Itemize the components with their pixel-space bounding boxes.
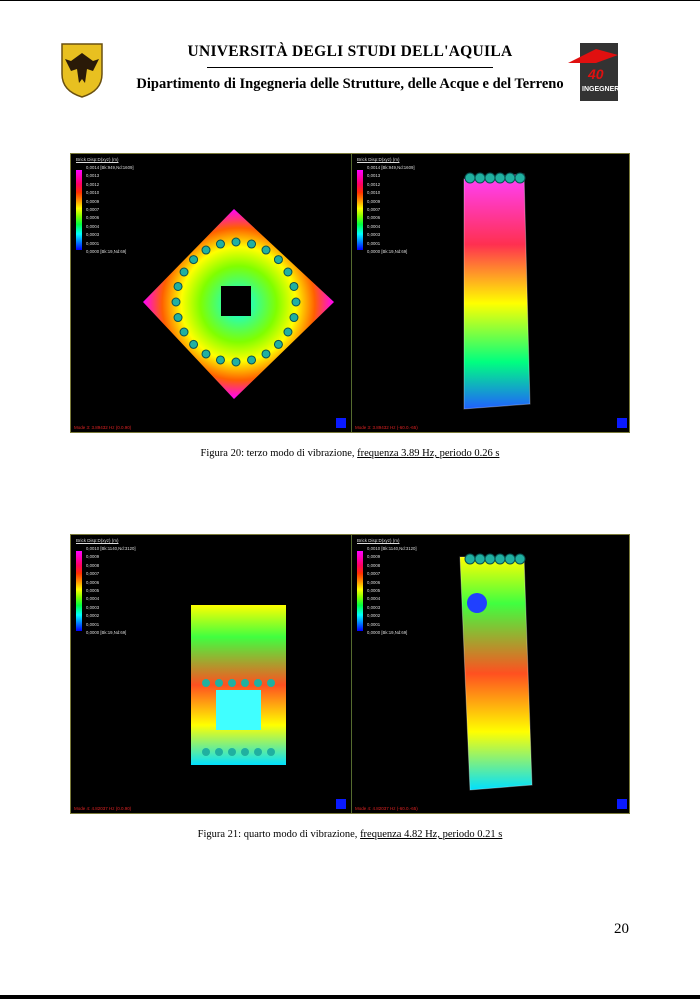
3d-view-model: [463, 172, 531, 410]
legend-value: 0,0003: [86, 604, 100, 610]
svg-text:INGEGNERIA: INGEGNERIA: [582, 86, 626, 93]
legend-value: 0,0014 [Bk:949,Nd:1609]: [86, 165, 134, 170]
legend-value: 0,0009: [86, 198, 100, 204]
legend-value: 0,0003: [367, 232, 381, 238]
legend-value: 0,0002: [86, 613, 100, 619]
page-bottom-border: [0, 995, 700, 999]
color-scale-bar: [357, 551, 363, 631]
caption-text: Figura 20: terzo modo di vibrazione,: [200, 448, 358, 459]
legend-value: 0,0006: [86, 579, 100, 585]
legend-value: 0,0006: [367, 579, 381, 585]
plan-view-model: [191, 605, 286, 765]
plan-view-panel: Brick Disp:D(xyz) (m) 0,0010 [Bk:1140,Nd:…: [71, 535, 350, 813]
color-scale-bar: [76, 170, 82, 250]
legend-value: 0,0013: [86, 173, 100, 179]
legend-value: 0,0003: [367, 604, 381, 610]
legend-title: Brick Disp:D(xyz) (m): [76, 157, 119, 162]
university-name: UNIVERSITÀ DEGLI STUDI DELL'AQUILA: [187, 43, 513, 60]
legend-value: 0,0009: [86, 554, 100, 560]
legend-value: 0,0008: [86, 562, 100, 568]
axis-triad-icon: [336, 799, 346, 809]
3d-view-panel: Brick Disp:D(xyz) (m) 0,0014 [Bk:949,Nd:1…: [351, 154, 631, 432]
mode-label: Mode 4: 4.82037 Hz (-60.0.-65): [355, 806, 418, 811]
legend-value: 0,0001: [86, 240, 100, 246]
legend-value: 0,0009: [367, 554, 381, 560]
legend-value: 0,0002: [367, 613, 381, 619]
legend-value: 0,0000 [Bk:19,Nd:69]: [86, 249, 127, 254]
plan-view-model: [143, 209, 334, 399]
legend-value: 0,0007: [367, 207, 381, 212]
color-scale-bar: [357, 170, 363, 250]
header-rule: [207, 67, 493, 68]
legend-value: 0,0006: [367, 215, 381, 221]
legend-value: 0,0013: [367, 173, 381, 179]
legend-title: Brick Disp:D(xyz) (m): [357, 538, 400, 543]
figure-caption: Figura 20: terzo modo di vibrazione, fre…: [0, 448, 700, 459]
legend-value: 0,0008: [367, 562, 381, 568]
legend-value: 0,0005: [367, 588, 381, 593]
legend-value: 0,0010 [Bk:1140,Nd:3120]: [86, 546, 136, 551]
legend-value: 0,0004: [86, 223, 100, 229]
3d-view-model: [459, 553, 533, 791]
legend-value: 0,0004: [367, 596, 381, 602]
legend-value: 0,0001: [367, 240, 381, 246]
legend-value: 0,0000 [Bk:19,Nd:69]: [86, 630, 127, 635]
svg-text:40: 40: [587, 66, 604, 82]
legend-value: 0,0014 [Bk:949,Nd:1609]: [367, 165, 415, 170]
color-scale-bar: [76, 551, 82, 631]
department-name: Dipartimento di Ingegneria delle Struttu…: [136, 76, 564, 92]
legend-value: 0,0001: [367, 621, 381, 627]
figure-21: Brick Disp:D(xyz) (m) 0,0010 [Bk:1140,Nd:…: [70, 534, 630, 814]
legend-value: 0,0012: [367, 181, 381, 187]
caption-frequency-period: frequenza 3.89 Hz, periodo 0.26 s: [357, 448, 500, 459]
3d-view-panel: Brick Disp:D(xyz) (m) 0,0010 [Bk:1140,Nd:…: [351, 535, 631, 813]
legend-value: 0,0009: [367, 198, 381, 204]
legend-title: Brick Disp:D(xyz) (m): [357, 157, 400, 162]
axis-triad-icon: [617, 418, 627, 428]
figure-caption: Figura 21: quarto modo di vibrazione, fr…: [0, 829, 700, 840]
legend-value: 0,0010: [367, 190, 381, 196]
legend-value: 0,0004: [367, 223, 381, 229]
legend-value: 0,0012: [86, 181, 100, 187]
legend-value: 0,0000 [Bk:19,Nd:69]: [367, 249, 408, 254]
figure-20: Brick Disp:D(xyz) (m) 0,0014 [Bk:949,Nd:1…: [70, 153, 630, 433]
legend-value: 0,0010: [86, 190, 100, 196]
axis-triad-icon: [617, 799, 627, 809]
legend-value: 0,0005: [86, 588, 100, 593]
axis-triad-icon: [336, 418, 346, 428]
legend-value: 0,0003: [86, 232, 100, 238]
legend-value: 0,0007: [86, 207, 100, 212]
faculty-40-years-logo: 40 INGEGNERIA: [568, 43, 626, 101]
mode-label: Mode 4: 4.82037 Hz (0.0.90): [74, 806, 132, 811]
mode-label: Mode 3: 3.89432 Hz (-60.0.-65): [355, 425, 418, 430]
legend-title: Brick Disp:D(xyz) (m): [76, 538, 119, 543]
caption-text: Figura 21: quarto modo di vibrazione,: [197, 829, 361, 840]
legend-value: 0,0006: [86, 215, 100, 221]
legend-value: 0,0007: [86, 571, 100, 577]
legend-value: 0,0007: [367, 571, 381, 577]
caption-frequency-period: frequenza 4.82 Hz, periodo 0.21 s: [360, 829, 503, 840]
legend-value: 0,0000 [Bk:19,Nd:69]: [367, 630, 408, 635]
page-number: 20: [614, 921, 629, 937]
legend-value: 0,0010 [Bk:1140,Nd:3120]: [367, 546, 417, 551]
legend-value: 0,0001: [86, 621, 100, 627]
plan-view-panel: Brick Disp:D(xyz) (m) 0,0014 [Bk:949,Nd:1…: [71, 154, 350, 432]
university-eagle-logo: [61, 43, 103, 98]
legend-value: 0,0004: [86, 596, 100, 602]
mode-label: Mode 3: 3.89432 Hz (0.0.90): [74, 425, 132, 430]
